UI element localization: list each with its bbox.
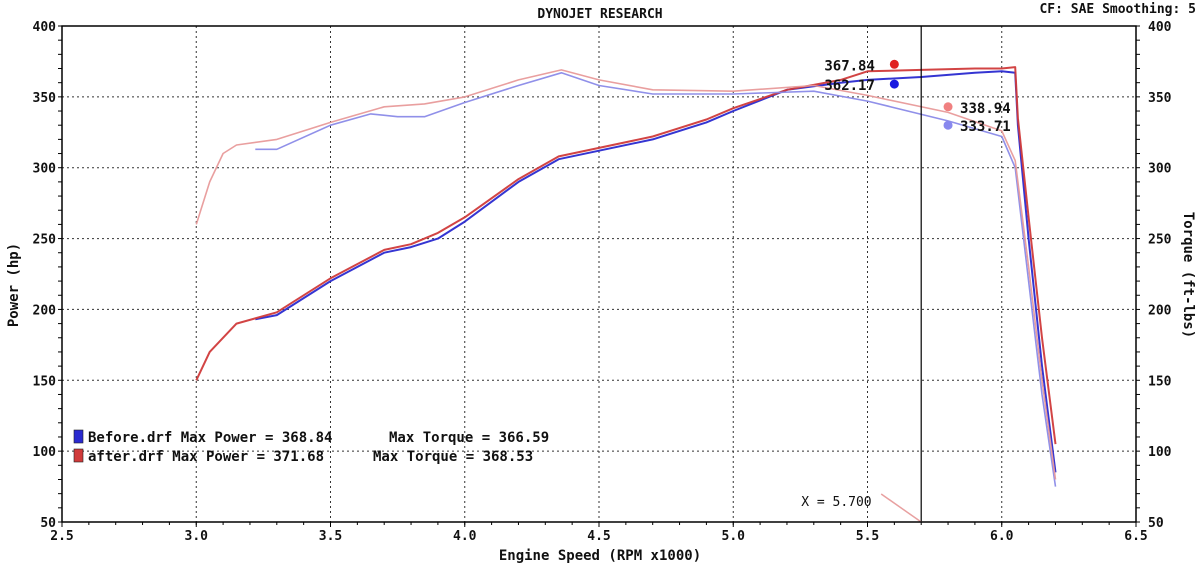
y2-tick-label: 300	[1148, 162, 1172, 177]
value-label: 367.84	[824, 58, 875, 74]
x-tick-label: 5.0	[722, 529, 746, 544]
cf-smoothing-text: CF: SAE Smoothing: 5	[1039, 2, 1196, 17]
y2-axis-label: Torque (ft-lbs)	[1180, 212, 1196, 338]
value-marker	[943, 102, 953, 112]
y2-tick-label: 100	[1148, 445, 1172, 460]
x-tick-label: 2.5	[50, 529, 73, 544]
series-line-torque	[195, 69, 1057, 480]
series-line-torque	[255, 72, 1057, 487]
cursor-leader	[880, 493, 922, 523]
y-tick-label: 100	[33, 445, 57, 460]
x-tick-label: 6.0	[990, 529, 1014, 544]
x-tick-label: 3.5	[319, 529, 342, 544]
y-tick-label: 350	[33, 91, 57, 106]
value-label: 333.71	[960, 119, 1011, 135]
plot-background	[62, 26, 1136, 522]
y-tick-label: 150	[33, 374, 57, 389]
legend: Before.drf Max Power = 368.84 Max Torque …	[73, 429, 549, 465]
value-label: 338.94	[960, 101, 1011, 117]
grid-lines	[62, 26, 1136, 522]
markers: 367.84 362.17 338.94 333.71	[824, 58, 1010, 135]
legend-power-text: Before.drf Max Power = 368.84	[88, 430, 332, 446]
legend-swatch	[73, 448, 84, 463]
value-label: 362.17	[824, 78, 875, 94]
y-axis-label: Power (hp)	[6, 243, 22, 327]
y2-tick-label: 150	[1148, 374, 1172, 389]
y-tick-label: 50	[40, 516, 56, 531]
y-tick-label: 200	[33, 303, 57, 318]
value-marker	[889, 59, 899, 69]
y2-tick-label: 350	[1148, 91, 1172, 106]
y-tick-label: 250	[33, 233, 57, 248]
y-tick-label: 300	[33, 162, 57, 177]
chart-title: DYNOJET RESEARCH	[537, 7, 662, 22]
x-tick-label: 4.5	[587, 529, 610, 544]
legend-power-text: after.drf Max Power = 371.68	[88, 449, 324, 465]
axes: 2.5 3.0 3.5 4.0 4.5 5.0 5.5 6.0 6.55010015020025…	[33, 20, 1172, 544]
y2-tick-label: 200	[1148, 303, 1172, 318]
value-marker	[889, 79, 899, 89]
y2-tick-label: 400	[1148, 20, 1172, 35]
legend-swatch	[73, 429, 84, 444]
data-series	[195, 66, 1057, 487]
x-tick-label: 5.5	[856, 529, 879, 544]
series-line-power	[195, 66, 1057, 445]
y2-tick-label: 250	[1148, 233, 1172, 248]
x-axis-label: Engine Speed (RPM x1000)	[499, 548, 701, 564]
x-tick-label: 3.0	[185, 529, 209, 544]
y-tick-label: 400	[33, 20, 57, 35]
legend-torque-text: Max Torque = 366.59	[389, 430, 549, 446]
x-tick-label: 4.0	[453, 529, 477, 544]
cursor: X = 5.700	[801, 26, 922, 523]
value-marker	[943, 120, 953, 130]
cursor-label: X = 5.700	[801, 495, 871, 510]
x-tick-label: 6.5	[1124, 529, 1147, 544]
legend-torque-text: Max Torque = 368.53	[373, 449, 533, 465]
y2-tick-label: 50	[1148, 516, 1164, 531]
